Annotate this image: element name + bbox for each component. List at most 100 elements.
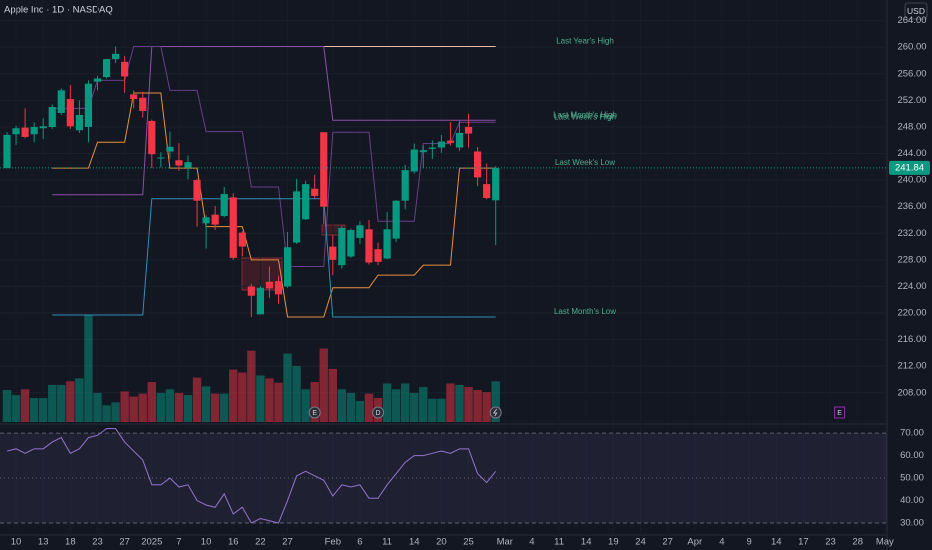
candle-body — [229, 197, 237, 258]
candle-body — [410, 149, 418, 172]
y-tick-label: 228.00 — [897, 254, 926, 265]
volume-bar — [247, 350, 256, 422]
candle-body — [75, 114, 83, 131]
candle-body — [66, 99, 74, 127]
rsi-tick-label: 50.00 — [900, 473, 924, 484]
x-tick-label: 23 — [825, 537, 836, 548]
candle-body — [483, 184, 491, 199]
volume-bar — [183, 395, 193, 422]
candle-body — [492, 167, 500, 201]
candle-body — [374, 249, 382, 262]
volume-bar — [455, 384, 464, 422]
level-label: Last Month's High — [553, 110, 617, 119]
y-tick-label: 232.00 — [897, 228, 926, 239]
volume-bar — [129, 396, 138, 422]
candle-body — [311, 188, 319, 197]
volume-bar — [364, 393, 374, 422]
volume-bar — [337, 389, 347, 422]
y-tick-label: 260.00 — [897, 42, 926, 53]
candle-body — [202, 217, 210, 224]
event-label: E — [312, 410, 317, 417]
rsi-band — [0, 433, 887, 524]
rsi-pane — [0, 425, 887, 535]
volume-bar — [283, 353, 292, 422]
candle-body — [274, 281, 283, 295]
volume-bar — [256, 375, 265, 422]
x-tick-label: 10 — [11, 537, 22, 548]
rsi-tick-label: 70.00 — [900, 428, 924, 439]
volume-bar — [464, 387, 473, 422]
volume-bar — [156, 392, 166, 422]
volume-bar — [174, 392, 184, 422]
volume-bar — [111, 402, 120, 422]
event-label: D — [376, 410, 381, 417]
candle-body — [401, 170, 409, 201]
volume-bar — [147, 381, 156, 422]
volume-bar — [382, 383, 392, 422]
currency-label[interactable]: USD — [907, 6, 925, 16]
volume-bar — [2, 389, 12, 422]
x-tick-label: 24 — [635, 537, 646, 548]
candle-body — [446, 140, 455, 143]
candle-body — [474, 151, 482, 178]
volume-bar — [48, 384, 57, 422]
candle-body — [39, 126, 47, 129]
volume-bar — [192, 377, 202, 422]
candle-body — [184, 162, 192, 168]
x-tick-label: 17 — [798, 537, 809, 548]
candle-body — [338, 227, 346, 266]
candle-body — [283, 247, 292, 287]
candle-body — [302, 184, 310, 220]
candle-body — [329, 246, 337, 260]
y-tick-label: 252.00 — [897, 95, 926, 106]
volume-bar — [201, 386, 211, 422]
candle-body — [347, 229, 355, 257]
volume-bar — [410, 392, 419, 422]
volume-bar — [93, 392, 102, 422]
volume-bar — [11, 395, 21, 422]
volume-bar — [328, 368, 337, 422]
rsi-tick-label: 30.00 — [900, 518, 924, 529]
level-label: Last Week's Low — [555, 158, 615, 167]
currency-button[interactable] — [904, 2, 928, 20]
candle-body — [148, 120, 156, 155]
symbol-title: Apple Inc · 1D · NASDAQ — [4, 5, 113, 16]
x-tick-label: 23 — [92, 537, 103, 548]
candle-body — [392, 200, 400, 239]
volume-bar — [292, 365, 301, 422]
rsi-line — [6, 428, 497, 524]
x-tick-label: Mar — [497, 537, 513, 548]
volume-bar — [473, 389, 482, 422]
candle-body — [57, 90, 65, 113]
volume-bar — [66, 381, 75, 422]
candle-body — [84, 83, 93, 127]
y-tick-label: 240.00 — [897, 175, 926, 186]
x-tick-label: 14 — [409, 537, 420, 548]
volume-bar — [102, 405, 111, 422]
volume-bar — [210, 393, 220, 422]
volume-bar — [419, 387, 428, 422]
candle-body — [112, 53, 120, 60]
y-tick-label: 216.00 — [897, 334, 926, 345]
split-marker — [489, 406, 502, 419]
x-tick-label: 4 — [529, 537, 534, 548]
x-tick-label: 25 — [463, 537, 474, 548]
x-tick-label: 11 — [554, 537, 564, 548]
volume-bar — [301, 389, 310, 422]
volume-bar — [319, 348, 328, 422]
x-tick-label: 28 — [852, 537, 863, 548]
x-tick-label: 4 — [719, 537, 724, 548]
candle-body — [175, 160, 183, 166]
y-tick-label: 248.00 — [897, 121, 926, 132]
candle-body — [48, 106, 56, 127]
level-label: Last Week's High — [554, 112, 616, 121]
volume-bar — [491, 381, 500, 422]
volume-bar — [120, 391, 129, 422]
candle-body — [139, 97, 147, 111]
candle-body — [365, 229, 373, 263]
candle-body — [464, 126, 473, 134]
candle-body — [419, 150, 427, 153]
candle-body — [293, 191, 301, 243]
x-tick-label: 22 — [255, 537, 266, 548]
split-icon — [492, 408, 498, 417]
